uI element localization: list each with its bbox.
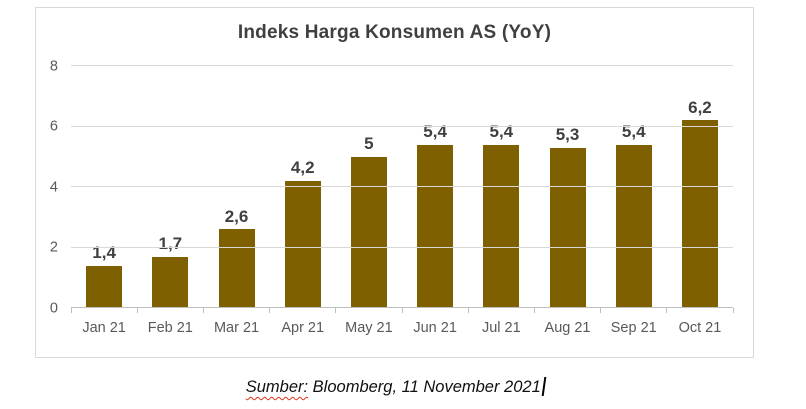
x-axis-label: Feb 21 — [147, 320, 193, 336]
x-axis-label: Sep 21 — [610, 320, 657, 336]
bar-value-label: 5 — [364, 134, 374, 154]
bar — [218, 229, 255, 308]
bar-column: 1,7 Feb 21 — [137, 66, 203, 336]
y-tick-label: 0 — [49, 299, 58, 316]
x-axis-label: Apr 21 — [281, 320, 325, 336]
bar-value-label: 5,4 — [489, 121, 514, 141]
x-axis-tick — [600, 308, 602, 313]
bar-column: 5,3 Aug 21 — [534, 66, 600, 336]
x-axis-tick — [732, 308, 734, 313]
y-axis-labels: 0 2 4 6 8 — [36, 59, 66, 315]
x-axis-tick — [136, 308, 138, 313]
x-axis-label: May 21 — [345, 320, 393, 336]
caption-source-word: Sumber: — [245, 378, 309, 396]
bar-column: 5 May 21 — [336, 66, 402, 336]
x-axis-tick — [202, 308, 204, 313]
bar-value-label: 6,2 — [688, 97, 712, 117]
bar-value-label: 2,6 — [224, 206, 249, 226]
bar — [615, 144, 652, 308]
x-axis-label: Jun 21 — [413, 320, 457, 336]
bar — [549, 147, 586, 308]
bar — [284, 180, 321, 308]
x-axis-tick — [70, 308, 72, 313]
bar-column: 2,6 Mar 21 — [203, 66, 269, 336]
bars: 1,4 Jan 21 1,7 Feb 21 2,6 Mar 21 4,2 Apr 21 5 May… — [71, 66, 733, 336]
bar-column: 5,4 Jun 21 — [402, 66, 468, 336]
bar — [152, 256, 189, 308]
x-axis-label: Oct 21 — [678, 320, 722, 336]
x-axis-line — [71, 307, 733, 308]
x-axis-tick — [269, 308, 271, 313]
bar — [350, 156, 387, 308]
gridline — [71, 186, 733, 187]
bar — [483, 144, 520, 308]
bar-value-label: 5,3 — [555, 125, 580, 144]
x-axis-label: Jul 21 — [481, 320, 521, 336]
plot-area: 1,4 Jan 21 1,7 Feb 21 2,6 Mar 21 4,2 Apr 21 5 May… — [70, 65, 734, 336]
x-axis-tick — [335, 308, 337, 313]
bar-column: 4,2 Apr 21 — [270, 66, 336, 336]
x-axis-label: Aug 21 — [544, 320, 591, 336]
embedded-chart[interactable]: Indeks Harga Konsumen AS (YoY) 0 2 4 6 8 1,4… — [35, 7, 754, 358]
x-axis-tick — [467, 308, 469, 313]
gridline — [71, 65, 733, 66]
bar-value-label: 5,4 — [621, 121, 646, 141]
x-axis-tick — [401, 308, 403, 313]
y-tick-label: 4 — [49, 178, 58, 195]
y-tick-label: 2 — [49, 239, 58, 256]
bar — [681, 120, 718, 308]
bar-value-label: 4,2 — [290, 158, 315, 178]
caption-line[interactable]: Sumber: Bloomberg, 11 November 2021 — [35, 377, 755, 397]
bar-column: 5,4 Sep 21 — [601, 66, 667, 336]
bar — [417, 144, 454, 308]
x-axis-tick — [666, 308, 668, 313]
y-tick-label: 8 — [49, 57, 58, 74]
text-cursor-caret — [541, 377, 546, 396]
bar-value-label: 1,7 — [158, 233, 183, 253]
caption-text: Bloomberg, 11 November 2021 — [308, 378, 541, 396]
bar-value-label: 5,4 — [423, 121, 447, 141]
bar-column: 6,2 Oct 21 — [667, 66, 733, 336]
x-axis-label: Jan 21 — [82, 320, 126, 336]
bar-column: 1,4 Jan 21 — [71, 66, 137, 336]
x-axis-label: Mar 21 — [213, 320, 260, 336]
chart-title: Indeks Harga Konsumen AS (YoY) — [237, 22, 552, 43]
bar-value-label: 1,4 — [92, 242, 116, 262]
gridline — [71, 125, 733, 127]
bar — [86, 265, 123, 308]
bar-column: 5,4 Jul 21 — [468, 66, 534, 336]
x-axis-tick — [533, 308, 535, 313]
gridline — [71, 246, 733, 248]
y-tick-label: 6 — [49, 118, 58, 135]
